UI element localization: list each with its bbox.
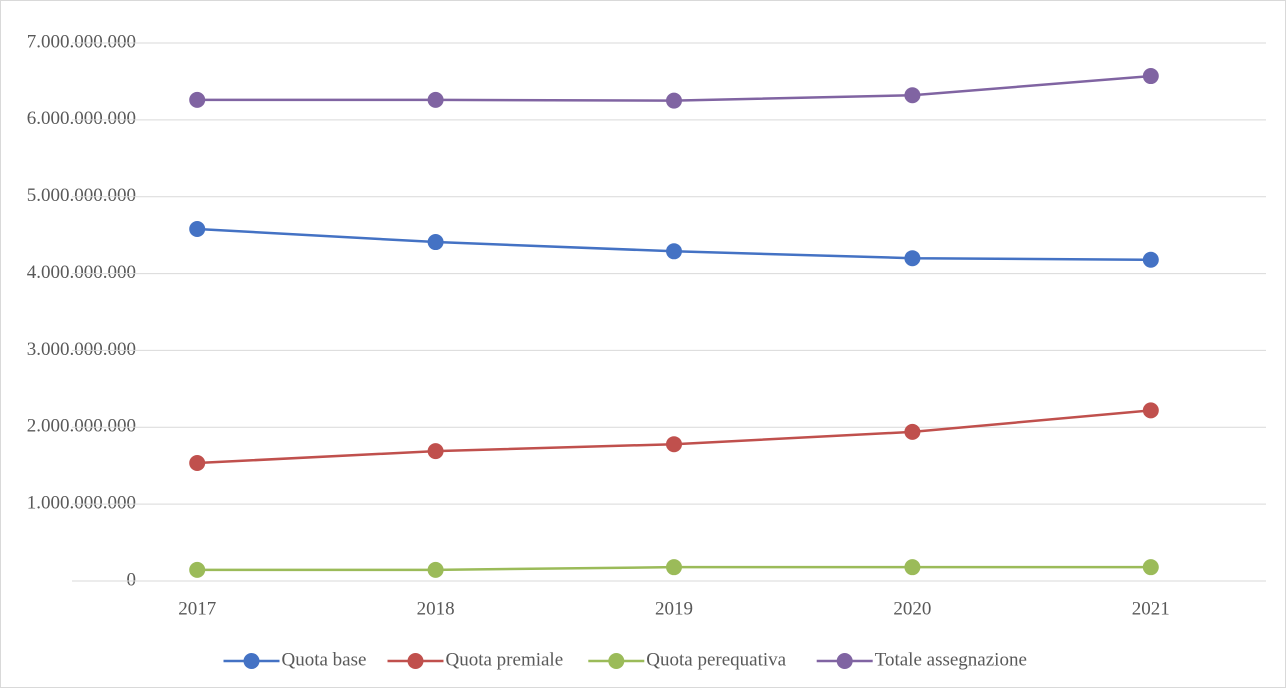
data-point xyxy=(904,87,921,104)
legend-label: Quota base xyxy=(282,649,367,670)
data-point xyxy=(666,436,682,453)
y-tick-label: 1.000.000.000 xyxy=(27,493,136,514)
data-point xyxy=(427,234,444,251)
y-tick-label: 5.000.000.000 xyxy=(27,185,136,206)
legend-label: Quota premiale xyxy=(446,649,564,670)
y-tick-label: 4.000.000.000 xyxy=(27,262,136,283)
x-tick-label: 2020 xyxy=(893,598,931,619)
data-point xyxy=(666,92,682,109)
y-tick-label: 0 xyxy=(127,569,137,590)
legend-label: Totale assegnazione xyxy=(875,649,1027,670)
data-point xyxy=(904,423,921,440)
x-tick-label: 2019 xyxy=(655,598,693,619)
data-point xyxy=(1142,251,1159,268)
legend-marker xyxy=(407,653,424,669)
data-point xyxy=(666,559,682,576)
data-point xyxy=(189,91,206,108)
data-point xyxy=(189,220,206,237)
legend-marker xyxy=(608,653,625,669)
legend-marker xyxy=(243,653,260,669)
data-point xyxy=(427,561,444,578)
data-point xyxy=(427,91,444,108)
x-tick-label: 2021 xyxy=(1132,598,1170,619)
y-tick-label: 6.000.000.000 xyxy=(27,108,136,129)
data-point xyxy=(904,559,921,576)
legend-marker xyxy=(836,653,853,669)
y-tick-label: 2.000.000.000 xyxy=(27,416,136,437)
x-tick-label: 2018 xyxy=(417,598,455,619)
x-tick-label: 2017 xyxy=(178,598,216,619)
data-point xyxy=(1142,559,1159,576)
legend-label: Quota perequativa xyxy=(646,649,786,670)
data-point xyxy=(1142,402,1159,419)
data-point xyxy=(1142,68,1159,85)
data-point xyxy=(189,561,206,578)
data-point xyxy=(666,243,682,260)
y-tick-label: 3.000.000.000 xyxy=(27,339,136,360)
y-tick-label: 7.000.000.000 xyxy=(27,31,136,52)
data-point xyxy=(189,455,206,472)
data-point xyxy=(427,443,444,460)
data-point xyxy=(904,250,921,267)
